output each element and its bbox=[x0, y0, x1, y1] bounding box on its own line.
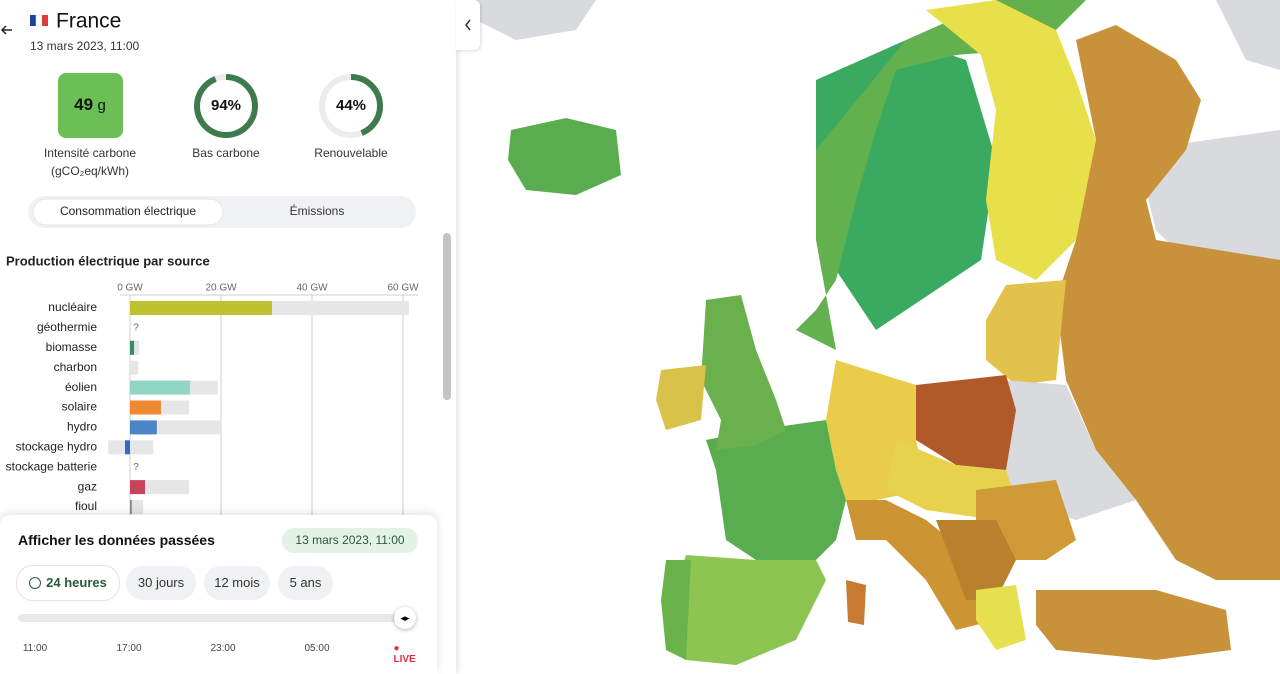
bar bbox=[130, 400, 161, 415]
live-text[interactable]: LIVE bbox=[393, 654, 416, 665]
bar bbox=[130, 340, 135, 355]
country-shape bbox=[846, 580, 866, 625]
missing-marker: ? bbox=[133, 323, 139, 334]
country-shape bbox=[976, 585, 1026, 650]
intensity-value: 49 g bbox=[74, 95, 106, 114]
country-shape bbox=[656, 365, 706, 430]
country-shape bbox=[671, 555, 826, 665]
tab-label[interactable]: Consommation électrique bbox=[60, 204, 196, 218]
country-name: France bbox=[56, 10, 121, 33]
intensity-box bbox=[58, 73, 123, 138]
x-tick-label: 20 GW bbox=[205, 283, 237, 294]
country-shape bbox=[1056, 25, 1280, 580]
metric-label: Renouvelable bbox=[314, 146, 388, 160]
gauge-arc bbox=[194, 74, 258, 138]
clock-icon bbox=[29, 577, 42, 589]
x-tick-label: 0 GW bbox=[117, 283, 143, 294]
time-label: 05:00 bbox=[304, 643, 330, 654]
country-shape bbox=[796, 0, 1086, 350]
live-label[interactable]: ● LIVE bbox=[393, 643, 416, 665]
category-label: éolien bbox=[65, 380, 97, 394]
back-arrow[interactable] bbox=[0, 25, 12, 35]
country-shape bbox=[508, 118, 621, 195]
category-label: hydro bbox=[67, 420, 97, 434]
tab-active[interactable] bbox=[32, 198, 224, 226]
missing-marker: ? bbox=[133, 462, 139, 473]
collapse-button[interactable] bbox=[456, 0, 480, 50]
capacity-bar bbox=[130, 360, 139, 375]
option-label[interactable]: 12 mois bbox=[204, 566, 270, 600]
gauge-value: 44% bbox=[336, 97, 366, 114]
gauges: 94% Bas carbone 44% Renouvelable bbox=[192, 74, 388, 160]
category-label: biomasse bbox=[46, 340, 98, 354]
option-label[interactable]: 5 ans bbox=[278, 566, 333, 600]
x-tick-label: 60 GW bbox=[387, 283, 419, 294]
slider-track[interactable] bbox=[18, 614, 408, 622]
gauge-arc bbox=[319, 74, 383, 138]
bar bbox=[130, 500, 132, 514]
bar bbox=[130, 301, 272, 315]
bar bbox=[130, 480, 146, 495]
history-title: Afficher les données passées bbox=[18, 532, 215, 548]
bar bbox=[124, 440, 130, 455]
bar bbox=[130, 380, 191, 395]
slider-knob[interactable]: ◂▸ bbox=[394, 607, 416, 629]
capacity-bar bbox=[108, 440, 154, 455]
time-label: 17:00 bbox=[116, 643, 142, 654]
country-shape bbox=[1036, 590, 1231, 660]
metric-label: Bas carbone bbox=[192, 146, 260, 160]
metric-label: Intensité carbone bbox=[44, 146, 136, 160]
collapse-icon bbox=[465, 19, 471, 31]
production-chart: Production électrique par source 0 GW 20 … bbox=[6, 253, 419, 515]
option-label[interactable]: 30 jours bbox=[126, 566, 196, 600]
category-label: géothermie bbox=[37, 320, 97, 334]
bar bbox=[130, 420, 157, 435]
country-shape bbox=[846, 500, 996, 630]
time-label: 23:00 bbox=[210, 643, 236, 654]
panel-graphics: France 13 mars 2023, 11:00 49 g Intensit… bbox=[0, 10, 451, 515]
flag-white bbox=[35, 14, 43, 27]
flag-red bbox=[42, 15, 48, 26]
category-label: charbon bbox=[54, 360, 97, 374]
gauge-value: 94% bbox=[211, 97, 241, 114]
option-24h[interactable]: 24 heures bbox=[16, 565, 120, 601]
side-panel: France 13 mars 2023, 11:00 49 g Intensit… bbox=[0, 0, 480, 674]
country-shape bbox=[1216, 0, 1280, 70]
intensity-unit: g bbox=[98, 97, 106, 114]
tab-label[interactable]: Émissions bbox=[290, 203, 345, 218]
history-panel: Afficher les données passées 13 mars 202… bbox=[0, 515, 437, 674]
scrollbar[interactable] bbox=[443, 233, 451, 400]
datetime: 13 mars 2023, 11:00 bbox=[30, 39, 140, 53]
category-label: gaz bbox=[78, 479, 97, 493]
flag-blue bbox=[30, 15, 36, 26]
country-shape bbox=[986, 280, 1066, 385]
country-shape bbox=[701, 295, 786, 450]
chevron bbox=[465, 19, 471, 31]
category-label: nucléaire bbox=[48, 300, 97, 314]
option-label[interactable]: 24 heures bbox=[46, 575, 107, 590]
chart-title: Production électrique par source bbox=[6, 253, 210, 268]
country-shape bbox=[926, 0, 1096, 280]
category-label: stockage hydro bbox=[16, 439, 98, 453]
capacity-bar bbox=[130, 340, 140, 355]
history-datetime: 13 mars 2023, 11:00 bbox=[282, 528, 418, 553]
capacity-bar bbox=[130, 500, 144, 514]
category-label: stockage batterie bbox=[6, 459, 98, 473]
category-label: fioul bbox=[75, 499, 97, 513]
map bbox=[456, 0, 1280, 674]
country-shape bbox=[661, 560, 691, 660]
country-shape bbox=[456, 0, 596, 40]
time-label: 11:00 bbox=[22, 643, 48, 654]
category-label: solaire bbox=[62, 400, 98, 414]
intensity-number: 49 bbox=[74, 95, 93, 114]
country-shape bbox=[706, 420, 846, 560]
metric-sublabel: (gCO₂eq/kWh) bbox=[51, 164, 129, 178]
country-shape bbox=[936, 520, 1016, 600]
x-tick-label: 40 GW bbox=[296, 283, 328, 294]
country-shape bbox=[916, 375, 1016, 470]
